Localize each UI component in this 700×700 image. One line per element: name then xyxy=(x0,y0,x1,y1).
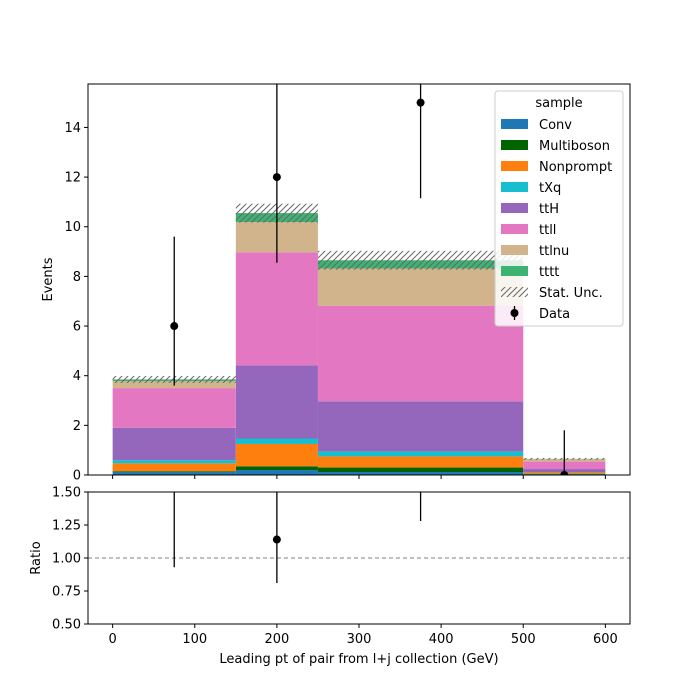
x-tick-label-1: 100 xyxy=(182,632,207,647)
main-y-tick-label-7: 14 xyxy=(64,121,81,136)
ratio-y-axis-label: Ratio xyxy=(29,541,44,574)
legend-label-conv: Conv xyxy=(539,118,572,133)
bar-ttll-bin-0 xyxy=(112,388,236,428)
legend-label-stat-unc: Stat. Unc. xyxy=(539,286,603,301)
main-y-tick-label-0: 0 xyxy=(73,469,81,484)
main-y-tick-label-3: 6 xyxy=(73,320,81,335)
x-tick-label-0: 0 xyxy=(108,632,116,647)
bar-conv-bin-2 xyxy=(317,472,524,475)
data-point-3 xyxy=(560,471,569,475)
legend-swatch-conv xyxy=(501,119,528,129)
x-tick-label-2: 200 xyxy=(264,632,289,647)
legend-swatch-nonprompt xyxy=(501,161,528,171)
bar-nonprompt-bin-1 xyxy=(235,443,318,467)
data-point-2 xyxy=(416,98,425,107)
legend-label-tth: ttH xyxy=(539,202,559,217)
bar-txq-bin-0 xyxy=(112,460,236,464)
x-tick-label-5: 500 xyxy=(511,632,536,647)
bar-tth-bin-0 xyxy=(112,427,236,461)
ratio-y-tick-label-4: 1.50 xyxy=(52,486,81,501)
stack-group xyxy=(112,84,606,475)
data-point-0 xyxy=(170,322,179,331)
bar-txq-bin-1 xyxy=(235,438,318,444)
ratio-points-group xyxy=(170,481,422,584)
main-y-tick-label-4: 8 xyxy=(73,270,81,285)
legend-label-tttt: tttt xyxy=(539,265,559,280)
bar-conv-bin-1 xyxy=(235,470,318,475)
bar-txq-bin-2 xyxy=(317,451,524,457)
stat-unc-band-bin-2 xyxy=(317,250,524,270)
ratio-panel: 0.50 0.75 1.00 1.25 1.50 0 100 200 300 400 500 600 xyxy=(52,481,631,647)
main-panel: 0 2 4 6 8 10 12 14 xyxy=(64,83,631,484)
x-tick-label-6: 600 xyxy=(593,632,618,647)
main-y-tick-label-2: 4 xyxy=(73,369,81,384)
ratio-y-tick-label-2: 1.00 xyxy=(52,552,81,567)
main-y-tick-label-6: 12 xyxy=(64,171,81,186)
legend-label-data: Data xyxy=(539,307,570,322)
x-tick-label-4: 400 xyxy=(429,632,454,647)
bar-tth-bin-2 xyxy=(317,401,524,452)
bar-multiboson-bin-1 xyxy=(235,466,318,471)
legend-label-multiboson: Multiboson xyxy=(539,139,610,154)
bar-ttll-bin-1 xyxy=(235,252,318,366)
ratio-point-0 xyxy=(170,481,178,489)
data-point-1 xyxy=(272,173,281,182)
bar-multiboson-bin-2 xyxy=(317,467,524,473)
ratio-y-tick-label-1: 0.75 xyxy=(52,585,81,600)
legend-label-txq: tXq xyxy=(539,181,561,196)
x-tick-label-3: 300 xyxy=(347,632,372,647)
legend-swatch-ttll xyxy=(501,224,528,234)
legend-swatch-ttlnu xyxy=(501,245,528,255)
ratio-axes-frame xyxy=(87,491,631,625)
bar-ttll-bin-2 xyxy=(317,305,524,402)
main-y-tick-label-5: 10 xyxy=(64,220,81,235)
legend-title: sample xyxy=(535,96,582,111)
main-y-tick-label-1: 2 xyxy=(73,419,81,434)
legend-swatch-stat-unc xyxy=(501,287,528,297)
legend-label-ttlnu: ttlnu xyxy=(539,244,569,259)
bar-conv-bin-0 xyxy=(112,472,236,475)
bar-nonprompt-bin-0 xyxy=(112,463,236,472)
legend-swatch-tttt xyxy=(501,266,528,276)
bar-tth-bin-1 xyxy=(235,365,318,439)
x-axis-label: Leading pt of pair from l+j collection (… xyxy=(219,652,498,667)
ratio-y-tick-label-3: 1.25 xyxy=(52,519,81,534)
bar-nonprompt-bin-2 xyxy=(317,456,524,468)
bar-ttlnu-bin-2 xyxy=(317,268,524,306)
legend-label-ttll: ttll xyxy=(539,223,556,238)
bar-multiboson-bin-0 xyxy=(112,471,236,473)
legend-swatch-tth xyxy=(501,203,528,213)
ratio-y-tick-label-0: 0.50 xyxy=(52,618,81,633)
legend-swatch-txq xyxy=(501,182,528,192)
main-y-axis-label: Events xyxy=(41,257,56,301)
legend-swatch-multiboson xyxy=(501,140,528,150)
legend: sample Conv Multiboson Nonprompt tXq ttH ttll… xyxy=(494,90,624,327)
legend-data-marker xyxy=(510,309,519,317)
legend-label-nonprompt: Nonprompt xyxy=(539,160,612,175)
ratio-point-1 xyxy=(272,535,281,544)
